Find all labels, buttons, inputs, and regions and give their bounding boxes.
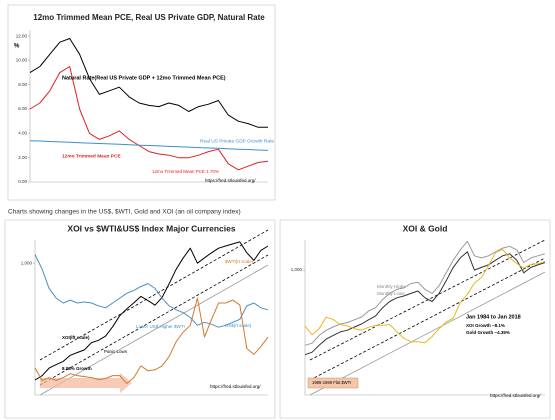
- annotation: XOI(lft scale): [62, 335, 90, 340]
- series-line: [34, 241, 269, 381]
- caption: Charts showing changes in the US$, $WTI,…: [8, 209, 241, 216]
- trend-line: [39, 229, 269, 361]
- chart-title: XOI & Gold: [403, 223, 448, 233]
- chart-title: XOI vs $WTI&US$ Index Major Currencies: [67, 223, 235, 233]
- trend-line: [39, 264, 269, 396]
- annotation: 1986-1999 Flat $WTI: [312, 380, 351, 385]
- annotation: https://fred.stlouisfed.org/: [490, 393, 541, 398]
- annotation: US$(rt scale): [225, 323, 252, 328]
- y-tick-label: 4.00: [18, 131, 27, 136]
- chart-frame: [7, 4, 276, 201]
- y-tick-label: 2.00: [18, 155, 27, 160]
- y-tick-label: 10.00: [16, 58, 28, 63]
- series-line: [29, 38, 268, 128]
- series-line: [29, 66, 269, 171]
- series-line: [304, 240, 546, 346]
- annotation: Lower US$ Higher $WTI: [136, 324, 185, 329]
- y-tick-label: 1,000: [21, 260, 33, 265]
- annotation: Monthly Lows: [377, 291, 405, 296]
- annotation: https://fred.stlouisfed.org/: [205, 178, 256, 183]
- series-line: [34, 254, 269, 328]
- trend-line: [39, 254, 269, 386]
- trend-lines: [39, 229, 546, 396]
- chart-title: 12mo Trimmed Mean PCE, Real US Private G…: [33, 13, 265, 22]
- series-line: [29, 140, 269, 151]
- annotation: Real US Private GDP Growth Rate: [200, 138, 274, 144]
- trend-line: [309, 257, 546, 381]
- annotation: 8.08% Growth: [62, 366, 92, 371]
- y-tick-label: 12.00: [16, 33, 28, 38]
- annotation: Panic Lows: [104, 349, 128, 354]
- annotation: https://fred.stlouisfed.org/: [210, 384, 261, 389]
- annotation: Natural Rate(Real US Private GDP + 12mo …: [62, 75, 226, 81]
- annotation: Monthly Highs: [377, 284, 406, 289]
- flat-box: [307, 377, 359, 389]
- annotation: Jan 1984 to Jan 2018: [466, 314, 521, 320]
- trend-line: [309, 239, 546, 361]
- annotation: 12mo Trimmed Mean PCE 1.70%: [152, 169, 219, 174]
- y-tick-label: 6.00: [18, 106, 27, 111]
- series-line: [304, 251, 546, 356]
- y-tick-label: 8.00: [18, 82, 27, 87]
- annotation: $WTI(rt scale): [225, 259, 254, 264]
- series-line: [34, 297, 269, 384]
- y-tick-label: 0.00: [18, 179, 27, 184]
- series-line: [304, 248, 546, 344]
- y-tick-label: 1,000: [291, 267, 303, 272]
- trend-line: [309, 271, 546, 396]
- annotation: XOI Growth ~8.1%: [466, 323, 505, 328]
- annotation: 12mo Trimmed Mean PCE: [62, 153, 121, 159]
- y-axis-label: %: [14, 44, 20, 50]
- annotation: Gold Growth ~4.35%: [466, 330, 510, 335]
